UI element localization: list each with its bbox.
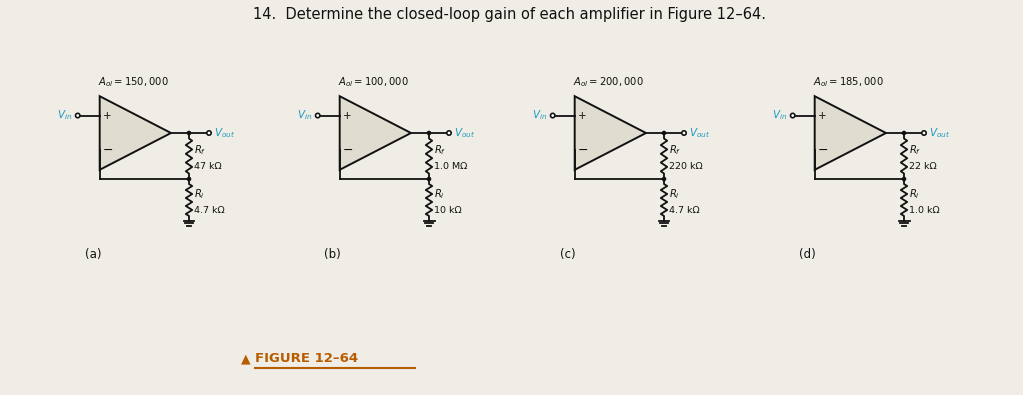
Circle shape <box>428 132 431 135</box>
Circle shape <box>922 131 926 135</box>
Text: $R_f$: $R_f$ <box>669 143 681 157</box>
Text: 10 kΩ: 10 kΩ <box>434 205 461 214</box>
Circle shape <box>902 132 905 135</box>
Text: $A_{ol} = 150,000$: $A_{ol} = 150,000$ <box>97 75 169 89</box>
Text: $R_i$: $R_i$ <box>434 187 445 201</box>
Text: −: − <box>102 144 113 157</box>
Text: −: − <box>343 144 353 157</box>
Circle shape <box>76 113 80 118</box>
Text: +: + <box>818 111 827 120</box>
Text: (c): (c) <box>560 248 576 261</box>
Text: (a): (a) <box>85 248 101 261</box>
Polygon shape <box>575 96 646 170</box>
Text: FIGURE 12–64: FIGURE 12–64 <box>255 352 358 365</box>
Text: −: − <box>577 144 588 157</box>
Text: 1.0 MΩ: 1.0 MΩ <box>434 162 468 171</box>
Polygon shape <box>340 96 411 170</box>
Text: 4.7 kΩ: 4.7 kΩ <box>669 205 700 214</box>
Text: +: + <box>343 111 352 120</box>
Circle shape <box>663 132 666 135</box>
Polygon shape <box>99 96 171 170</box>
Text: $V_{out}$: $V_{out}$ <box>690 126 710 140</box>
Text: $V_{out}$: $V_{out}$ <box>454 126 476 140</box>
Polygon shape <box>814 96 886 170</box>
Circle shape <box>902 177 905 181</box>
Text: $V_{out}$: $V_{out}$ <box>929 126 950 140</box>
Circle shape <box>428 177 431 181</box>
Text: (d): (d) <box>799 248 816 261</box>
Circle shape <box>550 113 554 118</box>
Text: +: + <box>578 111 587 120</box>
Text: 1.0 kΩ: 1.0 kΩ <box>909 205 940 214</box>
Text: $V_{in}$: $V_{in}$ <box>298 109 313 122</box>
Circle shape <box>663 177 666 181</box>
Circle shape <box>207 131 211 135</box>
Text: $R_i$: $R_i$ <box>909 187 920 201</box>
Circle shape <box>447 131 451 135</box>
Text: $R_i$: $R_i$ <box>669 187 680 201</box>
Circle shape <box>187 132 190 135</box>
Text: 14.  Determine the closed-loop gain of each amplifier in Figure 12–64.: 14. Determine the closed-loop gain of ea… <box>254 7 766 22</box>
Text: 47 kΩ: 47 kΩ <box>194 162 222 171</box>
Text: $A_{ol} = 185,000$: $A_{ol} = 185,000$ <box>812 75 884 89</box>
Text: $A_{ol} = 100,000$: $A_{ol} = 100,000$ <box>338 75 408 89</box>
Text: 22 kΩ: 22 kΩ <box>909 162 937 171</box>
Text: $R_f$: $R_f$ <box>909 143 922 157</box>
Text: 4.7 kΩ: 4.7 kΩ <box>194 205 225 214</box>
Text: ▲: ▲ <box>241 352 255 365</box>
Text: 220 kΩ: 220 kΩ <box>669 162 703 171</box>
Text: +: + <box>103 111 112 120</box>
Text: $R_i$: $R_i$ <box>194 187 205 201</box>
Text: $A_{ol} = 200,000$: $A_{ol} = 200,000$ <box>573 75 643 89</box>
Circle shape <box>187 177 190 181</box>
Circle shape <box>681 131 686 135</box>
Circle shape <box>791 113 795 118</box>
Text: −: − <box>817 144 828 157</box>
Text: $V_{in}$: $V_{in}$ <box>533 109 547 122</box>
Circle shape <box>315 113 320 118</box>
Text: $R_f$: $R_f$ <box>194 143 207 157</box>
Text: $V_{in}$: $V_{in}$ <box>57 109 73 122</box>
Text: $R_f$: $R_f$ <box>434 143 446 157</box>
Text: $V_{in}$: $V_{in}$ <box>772 109 788 122</box>
Text: (b): (b) <box>324 248 342 261</box>
Text: $V_{out}$: $V_{out}$ <box>214 126 235 140</box>
